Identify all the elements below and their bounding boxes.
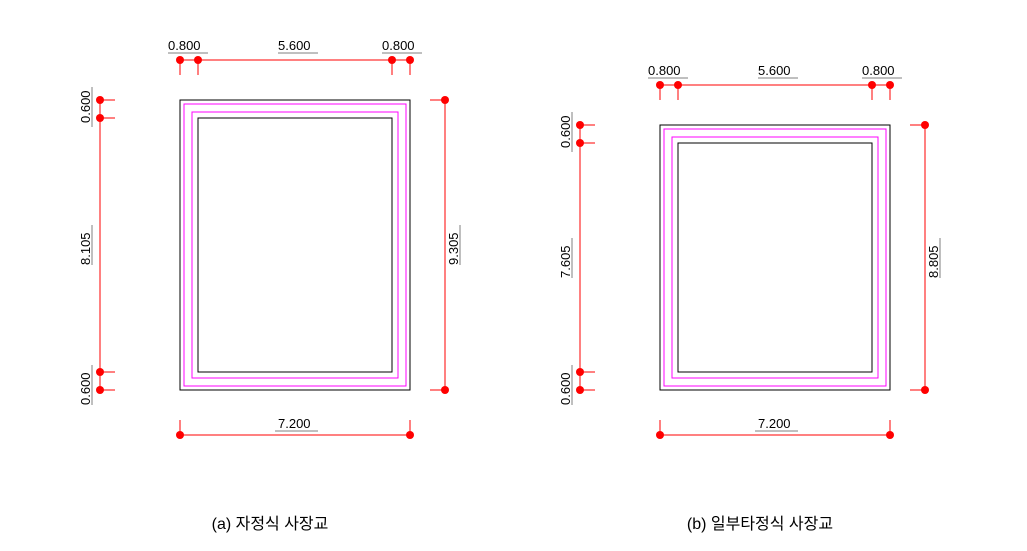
left-dimension-group-r: 0.600 7.605 0.600 bbox=[558, 112, 595, 405]
diagram-right: 0.800 5.600 0.800 0.600 7.605 0.600 bbox=[530, 40, 950, 480]
section-box bbox=[180, 100, 410, 390]
bottom-dim-r: 7.200 bbox=[758, 416, 791, 431]
section-box-r bbox=[660, 125, 890, 390]
left-dim-3-r: 0.600 bbox=[558, 372, 573, 405]
top-dim-2: 5.600 bbox=[278, 38, 311, 53]
caption-left: (a) 자정식 사장교 bbox=[150, 510, 390, 534]
diagram-left-svg: 0.800 5.600 0.800 0.600 8.105 0.600 bbox=[50, 15, 470, 485]
diagram-right-svg: 0.800 5.600 0.800 0.600 7.605 0.600 bbox=[530, 40, 950, 480]
left-dim-2-r: 7.605 bbox=[558, 245, 573, 278]
right-dimension-group: 9.305 bbox=[430, 96, 461, 394]
caption-right: (b) 일부타정식 사장교 bbox=[620, 510, 900, 534]
left-dimension-group: 0.600 8.105 0.600 bbox=[78, 87, 115, 405]
bottom-dimension-group-r: 7.200 bbox=[656, 416, 894, 439]
top-dim-1: 0.800 bbox=[168, 38, 201, 53]
bottom-dim: 7.200 bbox=[278, 416, 311, 431]
right-dim-r: 8.805 bbox=[926, 245, 941, 278]
top-dim-3: 0.800 bbox=[382, 38, 415, 53]
top-dim-2-r: 5.600 bbox=[758, 63, 791, 78]
left-dim-1: 0.600 bbox=[78, 90, 93, 123]
top-dimension-group-r: 0.800 5.600 0.800 bbox=[648, 63, 902, 100]
left-dim-1-r: 0.600 bbox=[558, 115, 573, 148]
top-dim-1-r: 0.800 bbox=[648, 63, 681, 78]
left-dim-2: 8.105 bbox=[78, 232, 93, 265]
right-dim: 9.305 bbox=[446, 232, 461, 265]
left-dim-3: 0.600 bbox=[78, 372, 93, 405]
diagram-left: 0.800 5.600 0.800 0.600 8.105 0.600 bbox=[50, 15, 470, 485]
right-dimension-group-r: 8.805 bbox=[910, 121, 941, 394]
bottom-dimension-group: 7.200 bbox=[176, 416, 414, 439]
top-dimension-group: 0.800 5.600 0.800 bbox=[168, 38, 422, 75]
top-dim-3-r: 0.800 bbox=[862, 63, 895, 78]
